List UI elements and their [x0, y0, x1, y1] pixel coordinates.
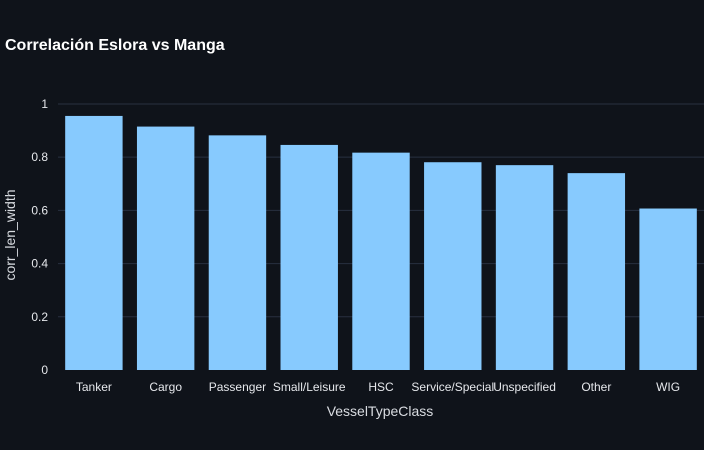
y-axis-title: corr_len_width [2, 189, 18, 280]
bar[interactable] [136, 126, 195, 370]
x-tick-label: Other [581, 380, 611, 394]
y-tick-label: 0.8 [31, 150, 48, 164]
chart-title: Correlación Eslora vs Manga [5, 37, 225, 54]
y-tick-label: 0.2 [31, 310, 48, 324]
bar[interactable] [424, 162, 482, 370]
y-tick-label: 1 [41, 97, 48, 111]
bar[interactable] [280, 144, 338, 370]
x-tick-label: Unspecified [493, 380, 556, 394]
x-tick-label: Passenger [209, 380, 266, 394]
y-tick-label: 0 [41, 363, 48, 377]
x-axis-ticks: Tanker Cargo Passenger Small/Leisure HSC Serv… [76, 380, 680, 394]
bar[interactable] [495, 165, 554, 370]
bars [65, 115, 697, 370]
x-tick-label: Tanker [76, 380, 112, 394]
x-axis-title: VesselTypeClass [327, 403, 434, 419]
y-tick-label: 0.6 [31, 203, 48, 217]
x-tick-label: WIG [656, 380, 680, 394]
bar[interactable] [65, 115, 123, 370]
bar[interactable] [567, 173, 626, 370]
bar[interactable] [639, 208, 697, 370]
bar[interactable] [208, 135, 267, 370]
x-tick-label: Cargo [149, 380, 182, 394]
x-tick-label: HSC [368, 380, 394, 394]
x-tick-label: Small/Leisure [273, 380, 346, 394]
y-axis-ticks: 0 0.2 0.4 0.6 0.8 1 [31, 97, 48, 377]
x-tick-label: Service/Special [411, 380, 494, 394]
y-tick-label: 0.4 [31, 257, 48, 271]
bar[interactable] [352, 152, 410, 370]
